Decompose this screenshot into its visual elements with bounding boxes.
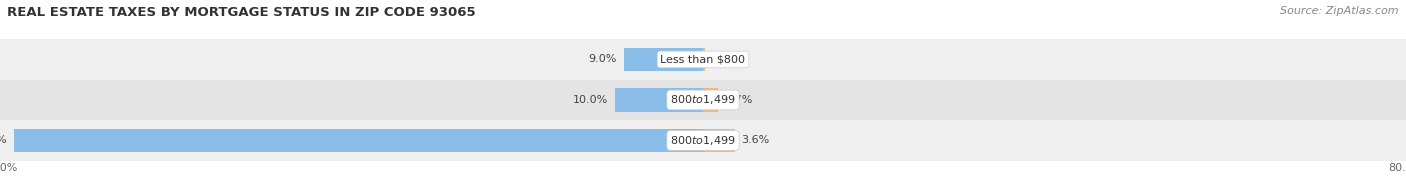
Text: 1.7%: 1.7% [725,95,754,105]
Bar [0,39,1406,80]
Text: 9.0%: 9.0% [589,54,617,64]
Bar [624,48,703,71]
Text: Less than $800: Less than $800 [661,54,745,64]
Text: REAL ESTATE TAXES BY MORTGAGE STATUS IN ZIP CODE 93065: REAL ESTATE TAXES BY MORTGAGE STATUS IN … [7,6,475,19]
Bar [703,48,706,71]
Bar [616,88,703,112]
Text: 3.6%: 3.6% [742,135,770,145]
Bar [703,88,718,112]
Bar [0,80,1406,120]
Bar [14,129,703,152]
Text: 0.28%: 0.28% [713,54,748,64]
Text: 78.4%: 78.4% [0,135,7,145]
Text: $800 to $1,499: $800 to $1,499 [671,93,735,106]
Bar [0,120,1406,161]
Text: Source: ZipAtlas.com: Source: ZipAtlas.com [1281,6,1399,16]
Text: $800 to $1,499: $800 to $1,499 [671,134,735,147]
Bar [703,129,734,152]
Text: 10.0%: 10.0% [572,95,609,105]
